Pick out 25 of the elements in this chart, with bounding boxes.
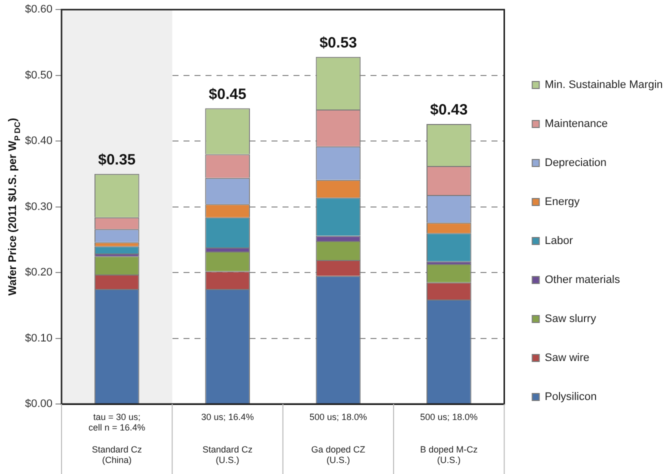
y-tick-label: $0.50: [24, 69, 53, 82]
legend-label: Other materials: [544, 274, 620, 286]
category-label: tau = 30 us; cell n = 16.4% Standard Cz (China): [88, 412, 146, 466]
legend-label: Energy: [544, 196, 580, 208]
legend-label: Polysilicon: [544, 391, 597, 404]
y-tick-label: $0.00: [24, 398, 53, 410]
legend-label: Saw slurry: [544, 313, 597, 326]
legend-label: Depreciation: [544, 157, 607, 170]
category-label: 30 us; 16.4% Standard Cz (U.S.): [201, 412, 254, 466]
y-tick-label: $0.10: [24, 332, 53, 344]
category-label: 500 us; 18.0% B doped M-Cz (U.S.): [420, 412, 478, 466]
legend-label: Maintenance: [544, 118, 608, 130]
y-tick-label: $0.40: [24, 135, 53, 148]
category-label: 500 us; 18.0% Ga doped CZ (U.S.): [309, 412, 367, 466]
total-label: $0.35: [98, 152, 136, 169]
legend-label: Saw wire: [544, 352, 590, 364]
legend-label: Labor: [544, 235, 574, 248]
y-tick-label: $0.60: [24, 4, 53, 16]
y-axis-title: Wafer Price (2011 $U.S. per WP DC): [7, 118, 22, 296]
total-label: $0.43: [430, 102, 468, 119]
total-label: $0.53: [319, 34, 357, 52]
legend-label: Min. Sustainable Margin: [544, 79, 663, 92]
y-tick-label: $0.30: [24, 200, 53, 213]
y-tick-label: $0.20: [24, 266, 53, 279]
total-label: $0.45: [208, 86, 246, 103]
